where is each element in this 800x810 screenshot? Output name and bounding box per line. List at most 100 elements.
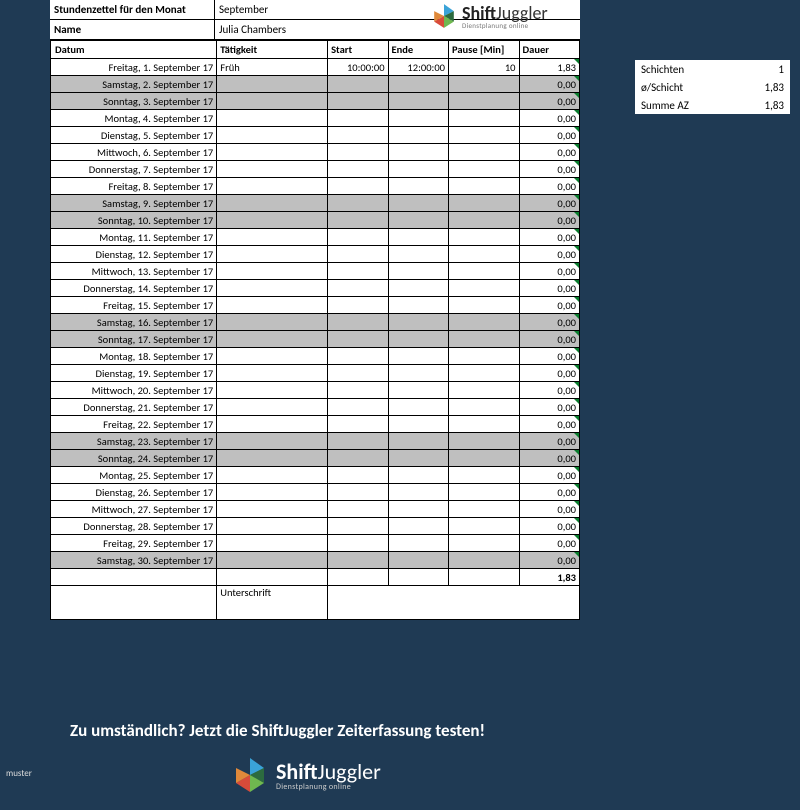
cell-taetigkeit[interactable] (217, 110, 328, 127)
table-row[interactable]: Dienstag, 12. September 170,00 (51, 246, 580, 263)
cell-start[interactable] (328, 501, 388, 518)
cell-pause[interactable] (448, 229, 519, 246)
cell-dauer[interactable]: 0,00 (519, 297, 579, 314)
signature-field[interactable] (328, 586, 580, 620)
cell-start[interactable] (328, 484, 388, 501)
cell-pause[interactable] (448, 93, 519, 110)
cell-dauer[interactable]: 0,00 (519, 161, 579, 178)
cell-start[interactable] (328, 246, 388, 263)
cell-start[interactable] (328, 433, 388, 450)
table-row[interactable]: Freitag, 15. September 17 0,00 (51, 297, 580, 314)
cell-start[interactable]: 10:00:00 (328, 59, 388, 76)
cell-pause[interactable] (448, 535, 519, 552)
table-row[interactable]: Mittwoch, 27. September 170,00 (51, 501, 580, 518)
table-row[interactable]: Samstag, 23. September 170,00 (51, 433, 580, 450)
cell-taetigkeit[interactable] (217, 263, 328, 280)
cell-dauer[interactable]: 0,00 (519, 195, 579, 212)
cell-dauer[interactable]: 0,00 (519, 144, 579, 161)
table-row[interactable]: Montag, 25. September 170,00 (51, 467, 580, 484)
cell-ende[interactable] (388, 399, 448, 416)
cell-datum[interactable]: Samstag, 16. September 17 (51, 314, 217, 331)
cell-ende[interactable] (388, 535, 448, 552)
cell-pause[interactable] (448, 399, 519, 416)
cell-datum[interactable]: Mittwoch, 27. September 17 (51, 501, 217, 518)
cell-start[interactable] (328, 314, 388, 331)
cell-datum[interactable]: Dienstag, 19. September 17 (51, 365, 217, 382)
cell-start[interactable] (328, 535, 388, 552)
cell-pause[interactable] (448, 76, 519, 93)
cell-dauer[interactable]: 0,00 (519, 552, 579, 569)
table-row[interactable]: Samstag, 2. September 17 0,00 (51, 76, 580, 93)
cell-taetigkeit[interactable] (217, 314, 328, 331)
cell-datum[interactable]: Freitag, 22. September 17 (51, 416, 217, 433)
cell-start[interactable] (328, 416, 388, 433)
cell-dauer[interactable]: 0,00 (519, 467, 579, 484)
cell-dauer[interactable]: 0,00 (519, 484, 579, 501)
cell-ende[interactable] (388, 229, 448, 246)
cell-dauer[interactable]: 0,00 (519, 450, 579, 467)
table-row[interactable]: Sonntag, 24. September 17 0,00 (51, 450, 580, 467)
cell-taetigkeit[interactable]: Früh (217, 59, 328, 76)
month-value[interactable]: September (215, 0, 325, 19)
cell-ende[interactable] (388, 161, 448, 178)
cell-taetigkeit[interactable] (217, 297, 328, 314)
cell-datum[interactable]: Donnerstag, 14. September 17 (51, 280, 217, 297)
cell-taetigkeit[interactable] (217, 127, 328, 144)
cell-pause[interactable] (448, 484, 519, 501)
cell-dauer[interactable]: 0,00 (519, 331, 579, 348)
cell-datum[interactable]: Samstag, 2. September 17 (51, 76, 217, 93)
cell-dauer[interactable]: 1,83 (519, 59, 579, 76)
cell-ende[interactable] (388, 110, 448, 127)
table-row[interactable]: Montag, 4. September 170,00 (51, 110, 580, 127)
cell-ende[interactable] (388, 518, 448, 535)
cell-dauer[interactable]: 0,00 (519, 178, 579, 195)
cell-pause[interactable] (448, 280, 519, 297)
table-row[interactable]: Donnerstag, 7. September 17 0,00 (51, 161, 580, 178)
cell-start[interactable] (328, 382, 388, 399)
cell-datum[interactable]: Sonntag, 3. September 17 (51, 93, 217, 110)
cell-pause[interactable] (448, 127, 519, 144)
cell-pause[interactable] (448, 195, 519, 212)
cell-pause[interactable] (448, 246, 519, 263)
cell-taetigkeit[interactable] (217, 535, 328, 552)
cell-pause[interactable] (448, 416, 519, 433)
cell-ende[interactable] (388, 348, 448, 365)
cell-start[interactable] (328, 348, 388, 365)
cell-ende[interactable] (388, 365, 448, 382)
cell-pause[interactable] (448, 382, 519, 399)
cell-dauer[interactable]: 0,00 (519, 76, 579, 93)
cell-start[interactable] (328, 127, 388, 144)
cell-ende[interactable] (388, 246, 448, 263)
cell-taetigkeit[interactable] (217, 195, 328, 212)
cell-ende[interactable] (388, 76, 448, 93)
table-row[interactable]: Mittwoch, 6. September 170,00 (51, 144, 580, 161)
cell-datum[interactable]: Mittwoch, 20. September 17 (51, 382, 217, 399)
cell-datum[interactable]: Freitag, 15. September 17 (51, 297, 217, 314)
cell-ende[interactable] (388, 144, 448, 161)
cell-pause[interactable] (448, 433, 519, 450)
cell-datum[interactable]: Donnerstag, 7. September 17 (51, 161, 217, 178)
cell-ende[interactable] (388, 467, 448, 484)
logo-large[interactable]: ShiftJuggler Dienstplanung online (230, 755, 381, 795)
cell-pause[interactable] (448, 263, 519, 280)
cell-taetigkeit[interactable] (217, 212, 328, 229)
cell-pause[interactable] (448, 552, 519, 569)
cell-taetigkeit[interactable] (217, 365, 328, 382)
cell-start[interactable] (328, 93, 388, 110)
cell-taetigkeit[interactable] (217, 161, 328, 178)
cell-datum[interactable]: Dienstag, 26. September 17 (51, 484, 217, 501)
cell-taetigkeit[interactable] (217, 450, 328, 467)
cell-pause[interactable] (448, 331, 519, 348)
table-row[interactable]: Montag, 11. September 170,00 (51, 229, 580, 246)
cell-datum[interactable]: Sonntag, 24. September 17 (51, 450, 217, 467)
cell-taetigkeit[interactable] (217, 331, 328, 348)
table-row[interactable]: Montag, 18. September 170,00 (51, 348, 580, 365)
cell-taetigkeit[interactable] (217, 93, 328, 110)
cell-start[interactable] (328, 467, 388, 484)
table-row[interactable]: Dienstag, 26. September 17 0,00 (51, 484, 580, 501)
cell-pause[interactable] (448, 501, 519, 518)
cell-taetigkeit[interactable] (217, 246, 328, 263)
cell-start[interactable] (328, 365, 388, 382)
cell-dauer[interactable]: 0,00 (519, 280, 579, 297)
cell-dauer[interactable]: 0,00 (519, 229, 579, 246)
